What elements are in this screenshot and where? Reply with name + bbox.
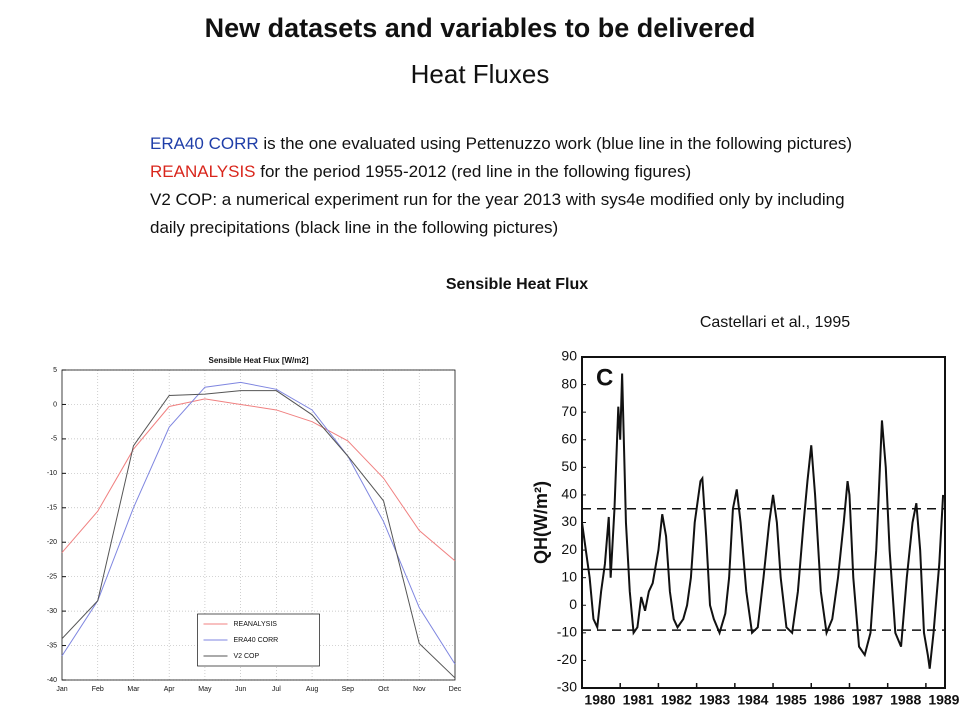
- paragraph-text: is the one evaluated using Pettenuzzo wo…: [259, 134, 852, 153]
- x-tick-label: Sep: [342, 686, 355, 693]
- x-tick-label: 1988: [890, 692, 921, 708]
- paragraph-line: ERA40 CORR is the one evaluated using Pe…: [150, 134, 852, 153]
- y-tick-label: 0: [569, 596, 577, 612]
- y-tick-label: -10: [557, 624, 577, 640]
- x-tick-label: May: [198, 686, 212, 693]
- section-title: Sensible Heat Flux: [446, 276, 588, 293]
- x-tick-label: Aug: [306, 686, 319, 693]
- y-tick-label: 5: [53, 367, 57, 374]
- x-tick-label: 1982: [661, 692, 692, 708]
- paragraphs: ERA40 CORR is the one evaluated using Pe…: [150, 134, 852, 237]
- legend-box: [197, 613, 320, 667]
- series-line: [581, 373, 945, 669]
- y-tick-label: 0: [53, 401, 57, 408]
- y-tick-label: -25: [47, 574, 57, 581]
- paragraph-line: V2 COP: a numerical experiment run for t…: [150, 190, 845, 209]
- x-tick-label: Mar: [127, 686, 140, 693]
- y-tick-label: 20: [561, 541, 577, 557]
- y-tick-label: -5: [51, 436, 57, 443]
- y-tick-label: -15: [47, 505, 57, 512]
- x-tick-label: Oct: [378, 686, 389, 693]
- x-tick-label: 1986: [814, 692, 845, 708]
- plot-frame: [61, 369, 456, 681]
- y-tick-label: 10: [561, 568, 577, 584]
- paragraph-text: for the period 1955-2012 (red line in th…: [256, 162, 692, 181]
- y-tick-label: 90: [561, 348, 577, 364]
- x-tick-label: Jun: [235, 686, 246, 693]
- x-tick-label: Nov: [413, 686, 426, 693]
- x-tick-label: 1983: [699, 692, 730, 708]
- y-tick-label: -10: [47, 470, 57, 477]
- series-line: [61, 398, 456, 562]
- y-tick-label: 80: [561, 375, 577, 391]
- chart-title: Sensible Heat Flux [W/m2]: [208, 356, 308, 365]
- y-tick-label: -30: [47, 608, 57, 615]
- paragraph-line: daily precipitations (black line in the …: [150, 218, 558, 237]
- series-line: [61, 381, 456, 665]
- y-axis-label: QH(W/m²): [531, 481, 551, 564]
- x-tick-label: Apr: [164, 686, 176, 693]
- y-tick-label: -40: [47, 677, 57, 684]
- x-tick-label: 1980: [584, 692, 615, 708]
- series-line: [61, 390, 456, 679]
- y-tick-label: 50: [561, 458, 577, 474]
- x-tick-label: 1981: [623, 692, 654, 708]
- y-tick-label: -30: [557, 679, 577, 695]
- panel-label: C: [596, 364, 613, 391]
- slide-subtitle: Heat Fluxes: [411, 59, 550, 89]
- y-tick-label: 70: [561, 403, 577, 419]
- x-tick-label: 1987: [852, 692, 883, 708]
- x-tick-label: Jul: [272, 686, 281, 693]
- y-tick-label: -35: [47, 642, 57, 649]
- chart: 90 80 70 60 50 40 30 20 10 0 -10 -20 -30 1980 1981 1982…: [531, 348, 960, 708]
- x-tick-label: 1984: [737, 692, 768, 708]
- x-tick-label: Jan: [56, 686, 67, 693]
- x-tick-label: Feb: [92, 686, 104, 693]
- citation: Castellari et al., 1995: [700, 314, 850, 331]
- x-tick-label: 1985: [775, 692, 806, 708]
- highlight: ERA40 CORR: [150, 134, 259, 153]
- y-tick-label: -20: [47, 539, 57, 546]
- plot-frame: [581, 356, 946, 689]
- x-tick-label: 1989: [928, 692, 959, 708]
- x-tick-label: Dec: [449, 686, 462, 693]
- y-tick-label: -20: [557, 651, 577, 667]
- highlight: REANALYSIS: [150, 162, 256, 181]
- y-tick-label: 40: [561, 486, 577, 502]
- paragraph-line: REANALYSIS for the period 1955-2012 (red…: [150, 162, 691, 181]
- paragraph-text: V2 COP: a numerical experiment run for t…: [150, 190, 845, 209]
- legend-label: V2 COP: [234, 653, 260, 660]
- y-tick-label: 30: [561, 513, 577, 529]
- slide-title: New datasets and variables to be deliver…: [205, 13, 756, 43]
- chart: 5 0 -5 -10 -15 -20 -25 -30 -35 -40 Jan Feb Mar Apr May…: [30, 350, 465, 695]
- paragraph-text: daily precipitations (black line in the …: [150, 218, 558, 237]
- legend-label: ERA40 CORR: [234, 637, 279, 644]
- y-tick-label: 60: [561, 430, 577, 446]
- legend-label: REANALYSIS: [234, 621, 278, 628]
